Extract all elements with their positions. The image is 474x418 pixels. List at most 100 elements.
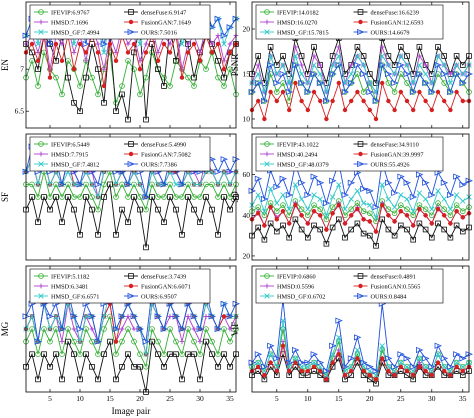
data-point-hmsd_gf bbox=[354, 188, 361, 194]
data-point-fusiongan bbox=[386, 213, 391, 218]
data-point-hmsd bbox=[191, 326, 197, 332]
data-point-fusiongan bbox=[429, 221, 434, 226]
data-point-densefuse bbox=[215, 58, 221, 64]
data-point-hmsd_gf bbox=[453, 62, 460, 68]
data-point-ifevip bbox=[155, 194, 161, 200]
data-point-ifevip bbox=[89, 194, 95, 200]
data-point-ours bbox=[403, 70, 412, 78]
data-point-hmsd_gf bbox=[305, 364, 311, 370]
data-point-ifevip bbox=[366, 210, 373, 217]
data-point-ifevip bbox=[113, 100, 119, 106]
legend-marker bbox=[264, 19, 270, 25]
series-line-fusiongan bbox=[251, 203, 470, 233]
data-point-densefuse bbox=[459, 228, 466, 235]
data-point-ifevip bbox=[119, 338, 125, 345]
data-point-ours bbox=[226, 24, 235, 31]
data-point-hmsd bbox=[209, 41, 215, 47]
data-point-densefuse bbox=[261, 236, 268, 243]
data-point-densefuse bbox=[125, 219, 131, 226]
data-point-fusiongan bbox=[143, 50, 149, 55]
data-point-ifevip bbox=[113, 351, 119, 358]
data-point-hmsd_gf bbox=[447, 80, 454, 86]
data-point-ours bbox=[459, 355, 467, 362]
data-point-fusiongan bbox=[448, 107, 453, 113]
x-tick-label: 20 bbox=[136, 394, 144, 403]
data-point-hmsd bbox=[89, 326, 95, 332]
data-point-ours bbox=[88, 313, 97, 320]
series-line-ifevip bbox=[251, 328, 470, 381]
plot-frame bbox=[251, 133, 470, 261]
data-point-ifevip bbox=[453, 202, 460, 208]
data-point-hmsd_gf bbox=[298, 71, 305, 77]
data-point-fusiongan bbox=[293, 202, 298, 208]
data-point-densefuse bbox=[161, 83, 167, 89]
data-point-hmsd_gf bbox=[274, 200, 280, 206]
data-point-ours bbox=[285, 359, 294, 366]
data-point-ifevip bbox=[131, 338, 137, 345]
data-point-hmsd_gf bbox=[385, 62, 392, 68]
data-point-ifevip bbox=[404, 206, 410, 212]
data-point-hmsd_gf bbox=[305, 206, 311, 212]
data-point-ifevip bbox=[459, 208, 466, 215]
data-point-densefuse bbox=[197, 376, 203, 383]
data-point-fusiongan bbox=[131, 41, 137, 47]
data-point-densefuse bbox=[107, 338, 113, 345]
data-point-densefuse bbox=[131, 194, 137, 200]
data-point-densefuse bbox=[107, 181, 113, 188]
data-point-ours bbox=[82, 40, 91, 48]
data-point-ifevip bbox=[273, 89, 280, 95]
data-point-ifevip bbox=[298, 206, 305, 212]
data-point-ours bbox=[226, 168, 235, 175]
data-point-ifevip bbox=[173, 338, 179, 345]
data-point-ifevip bbox=[227, 66, 233, 72]
data-point-ours bbox=[136, 325, 145, 333]
data-point-densefuse bbox=[101, 194, 107, 200]
data-point-densefuse bbox=[179, 376, 185, 383]
data-point-ifevip bbox=[360, 208, 367, 215]
data-point-fusiongan bbox=[460, 98, 465, 104]
data-point-hmsd_gf bbox=[435, 188, 441, 194]
data-point-fusiongan bbox=[361, 98, 366, 104]
data-point-ours bbox=[416, 346, 424, 354]
legend-box bbox=[29, 268, 211, 304]
data-point-fusiongan bbox=[311, 209, 317, 214]
data-point-ours bbox=[409, 193, 418, 201]
data-point-hmsd bbox=[255, 62, 261, 68]
data-point-ours bbox=[226, 313, 235, 320]
data-point-ours bbox=[316, 79, 325, 87]
data-point-ours bbox=[94, 181, 103, 188]
data-point-densefuse bbox=[41, 351, 47, 357]
data-point-ours bbox=[434, 169, 443, 176]
data-point-ours bbox=[323, 97, 331, 105]
data-point-ours bbox=[160, 325, 169, 333]
data-point-fusiongan bbox=[367, 107, 372, 113]
data-point-hmsd_gf bbox=[95, 194, 101, 200]
data-point-ours bbox=[347, 79, 356, 87]
legend-marker bbox=[128, 151, 134, 157]
data-point-hmsd_gf bbox=[255, 192, 261, 198]
data-point-fusiongan bbox=[367, 373, 372, 378]
data-point-ifevip bbox=[191, 338, 197, 345]
legend-marker bbox=[264, 273, 270, 279]
data-point-fusiongan bbox=[262, 116, 267, 122]
data-point-ours bbox=[440, 355, 449, 362]
data-point-fusiongan bbox=[215, 41, 221, 47]
data-point-densefuse bbox=[77, 231, 83, 238]
data-point-hmsd_gf bbox=[336, 182, 342, 188]
data-point-ours bbox=[434, 61, 443, 69]
data-point-ours bbox=[285, 191, 294, 199]
data-point-fusiongan bbox=[221, 67, 227, 72]
legend-marker bbox=[358, 151, 363, 157]
data-point-densefuse bbox=[83, 351, 89, 357]
legend-marker bbox=[357, 273, 364, 279]
data-point-ours bbox=[70, 313, 79, 320]
data-point-hmsd_gf bbox=[379, 53, 385, 59]
data-point-ours bbox=[366, 187, 374, 195]
data-point-ours bbox=[214, 325, 223, 333]
data-point-ours bbox=[416, 171, 424, 178]
data-point-densefuse bbox=[335, 216, 342, 223]
data-point-densefuse bbox=[113, 108, 119, 115]
data-point-fusiongan bbox=[101, 83, 107, 89]
legend-label: denseFuse:34.9110 bbox=[371, 141, 419, 148]
data-point-hmsd_gf bbox=[404, 364, 410, 370]
